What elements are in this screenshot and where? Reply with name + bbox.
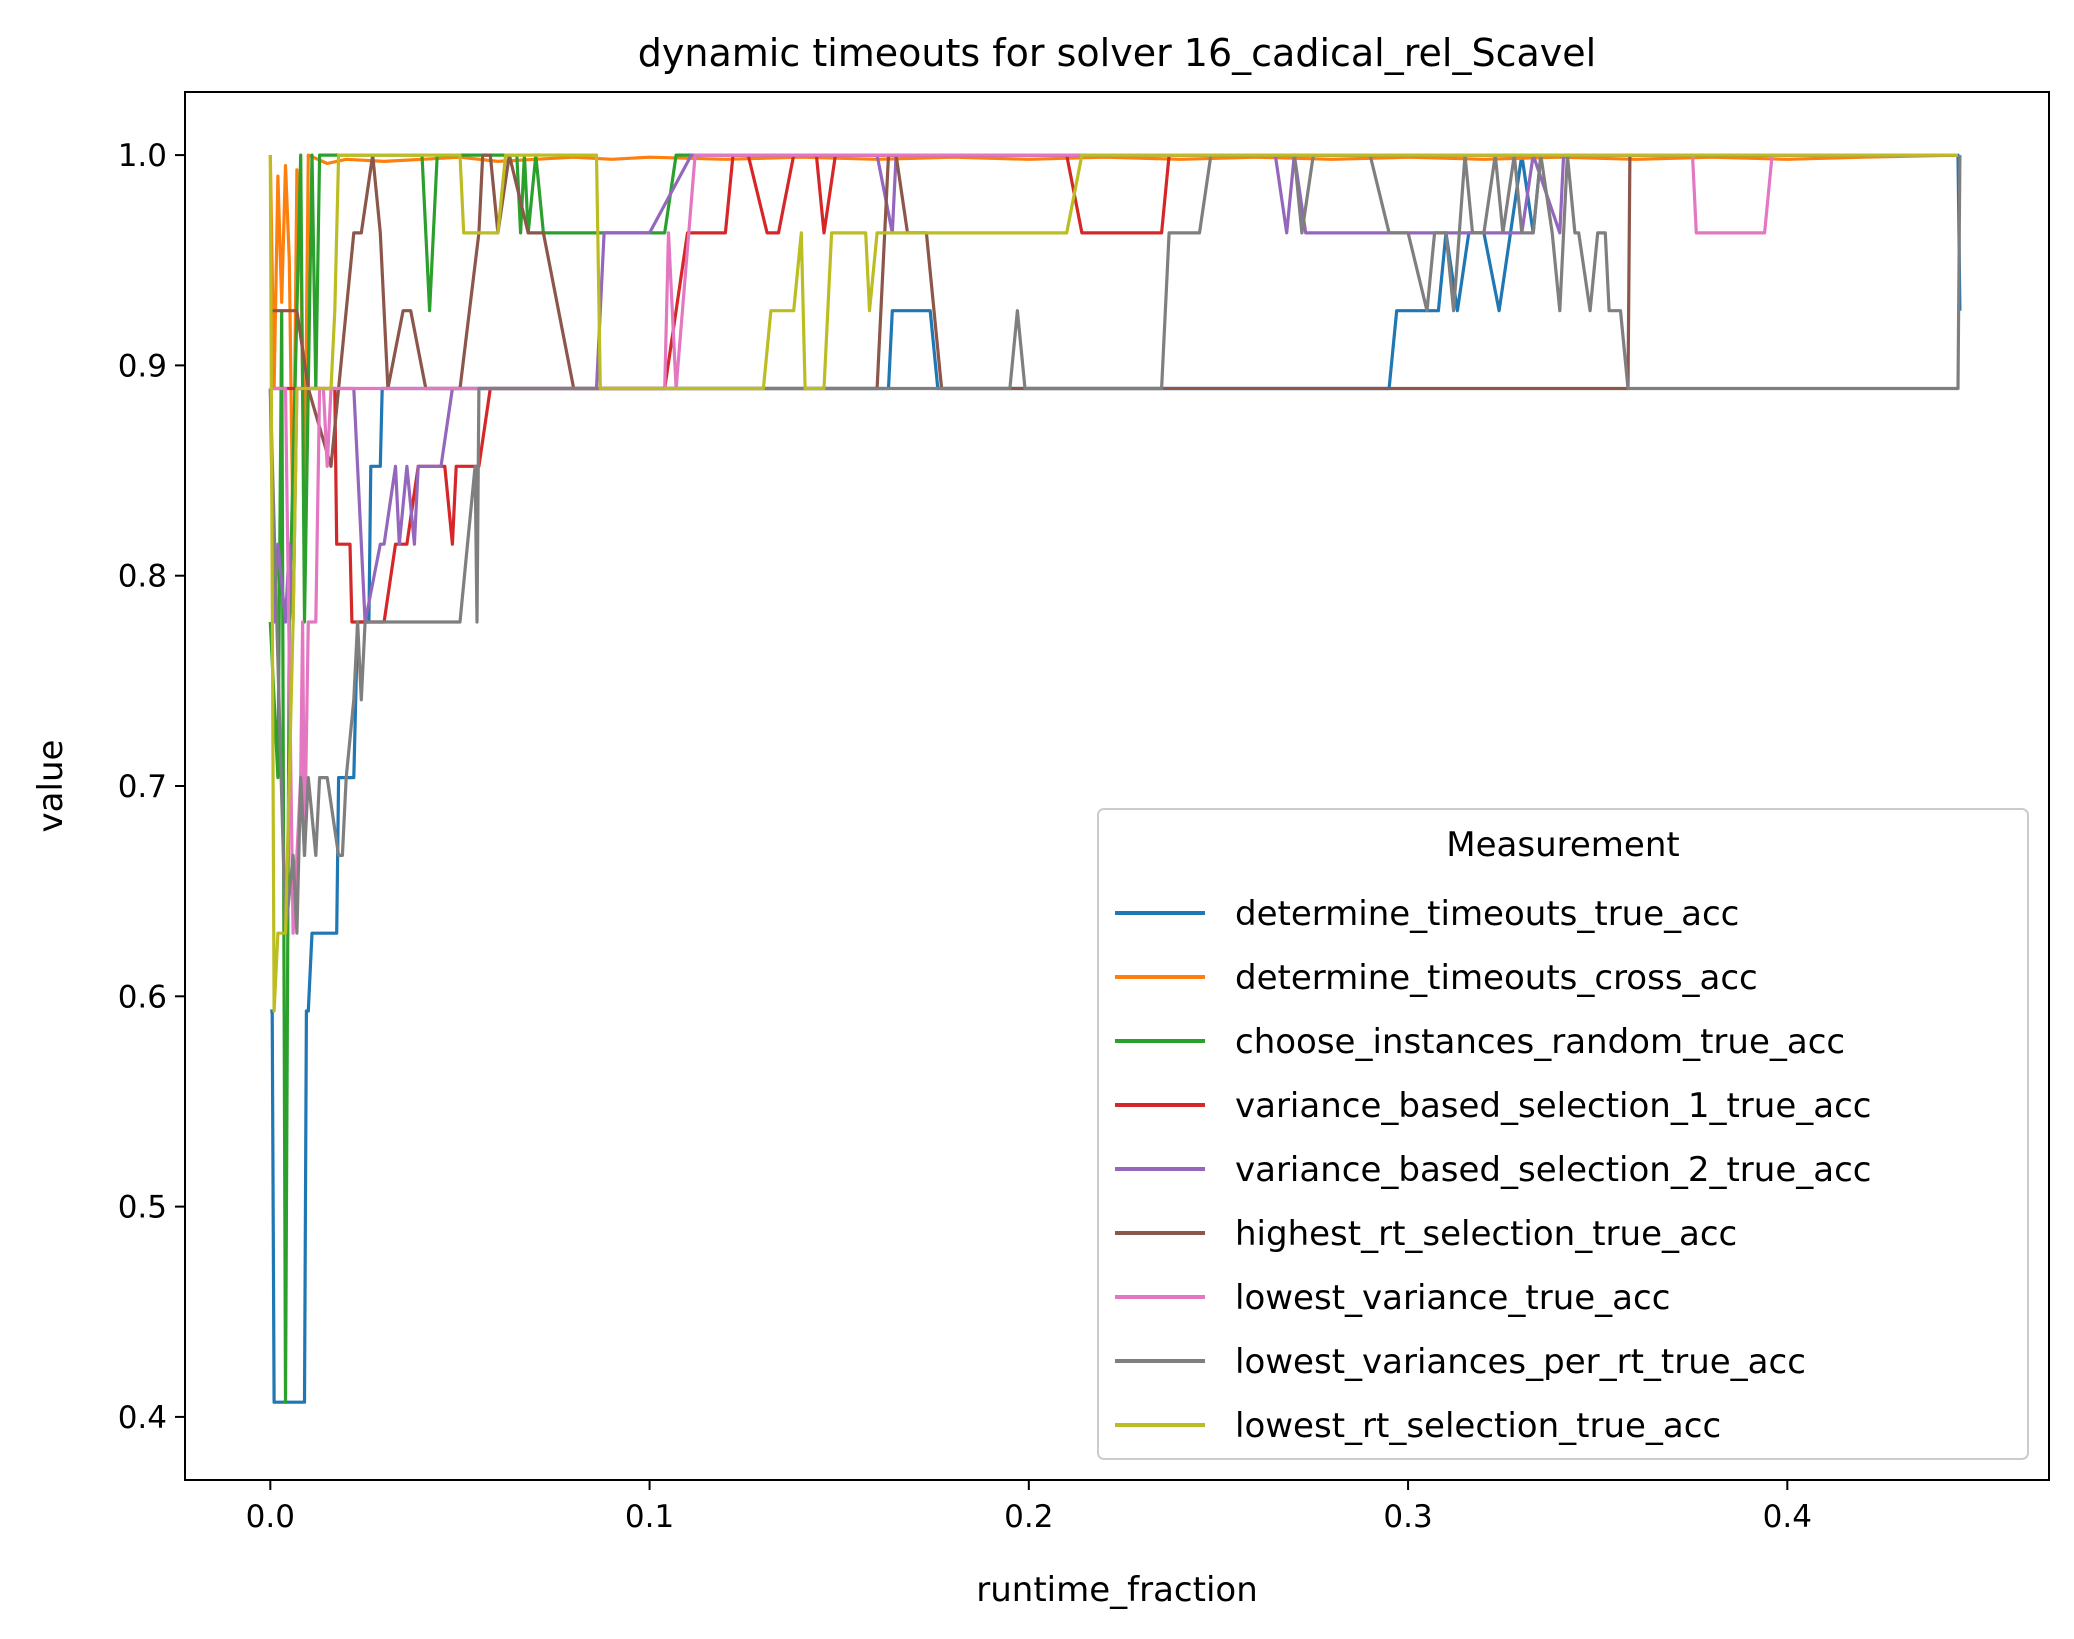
y-tick-label: 0.8 xyxy=(118,559,167,595)
chart-title: dynamic timeouts for solver 16_cadical_r… xyxy=(638,31,1596,75)
y-tick-label: 0.5 xyxy=(118,1190,167,1226)
y-axis: 0.4 0.5 0.6 0.7 0.8 0.9 1.0 xyxy=(118,138,185,1436)
series-layer xyxy=(268,153,1962,1404)
legend: Measurement determine_timeouts_true_accd… xyxy=(1097,808,2029,1460)
legend-label-0: determine_timeouts_true_acc xyxy=(1235,894,1739,934)
legend-label-3: variance_based_selection_1_true_acc xyxy=(1235,1086,1871,1126)
y-axis-label: value xyxy=(31,740,71,833)
legend-title: Measurement xyxy=(1446,825,1679,865)
x-axis: 0.0 0.1 0.2 0.3 0.4 xyxy=(246,1480,1812,1535)
x-tick-label: 0.0 xyxy=(246,1499,295,1535)
legend-label-8: lowest_rt_selection_true_acc xyxy=(1235,1406,1721,1446)
legend-label-2: choose_instances_random_true_acc xyxy=(1235,1022,1845,1062)
legend-label-5: highest_rt_selection_true_acc xyxy=(1235,1214,1737,1254)
legend-items: determine_timeouts_true_acc determine_tim… xyxy=(1115,894,1871,1446)
series-line-8 xyxy=(268,153,1958,1013)
legend-label-1: determine_timeouts_cross_acc xyxy=(1235,958,1758,998)
x-tick-label: 0.1 xyxy=(625,1499,674,1535)
x-tick-label: 0.4 xyxy=(1763,1499,1812,1535)
legend-label-4: variance_based_selection_2_true_acc xyxy=(1235,1150,1871,1190)
legend-box xyxy=(1097,808,2029,1460)
legend-label-7: lowest_variances_per_rt_true_acc xyxy=(1235,1342,1806,1382)
y-tick-label: 1.0 xyxy=(118,138,167,174)
y-tick-label: 0.7 xyxy=(118,769,167,805)
y-tick-label: 0.4 xyxy=(118,1400,167,1436)
y-tick-label: 0.9 xyxy=(118,348,167,384)
x-tick-label: 0.3 xyxy=(1383,1499,1432,1535)
x-tick-label: 0.2 xyxy=(1004,1499,1053,1535)
series-line-2 xyxy=(268,153,1958,1404)
legend-label-6: lowest_variance_true_acc xyxy=(1235,1278,1670,1318)
x-axis-label: runtime_fraction xyxy=(976,1570,1258,1610)
y-tick-label: 0.6 xyxy=(118,979,167,1015)
